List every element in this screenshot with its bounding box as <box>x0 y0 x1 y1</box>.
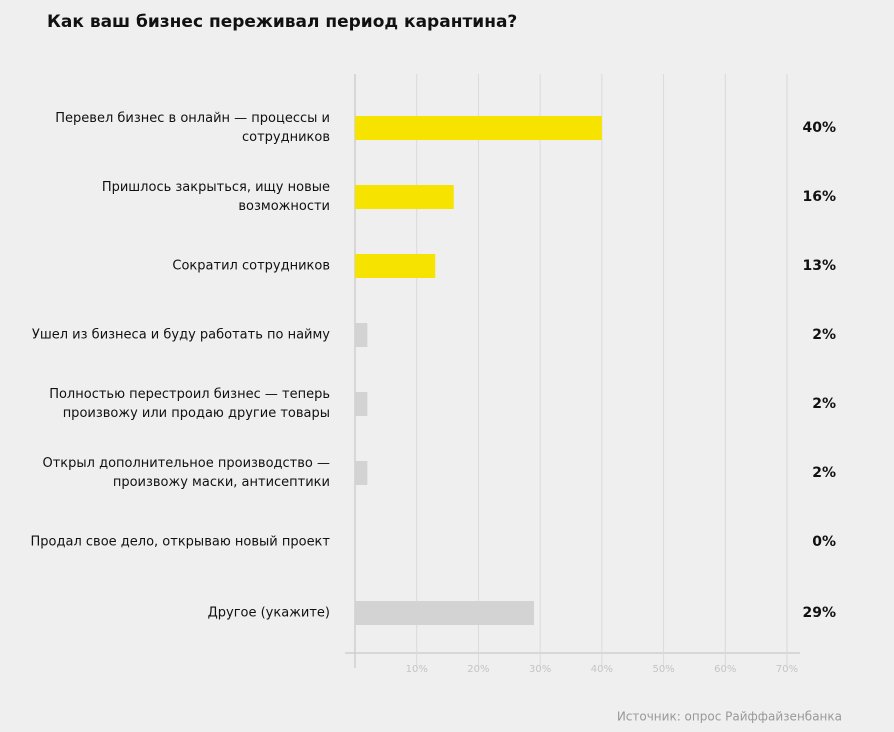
x-tick-label: 10% <box>406 664 428 675</box>
x-tick-label: 30% <box>529 664 551 675</box>
x-tick-label: 40% <box>591 664 613 675</box>
category-label: Полностью перестроил бизнес — теперь про… <box>49 387 330 421</box>
category-label: Другое (укажите) <box>207 605 330 621</box>
bar <box>355 461 368 485</box>
source: Источник: опрос Райффайзенбанка <box>617 710 842 724</box>
bar <box>355 116 602 140</box>
value-label: 0% <box>812 534 836 550</box>
category-label: Пришлось закрыться, ищу новые возможност… <box>101 180 330 214</box>
value-label: 16% <box>802 189 836 205</box>
value-label: 40% <box>802 120 836 136</box>
bar <box>355 185 454 209</box>
category-label: Сократил сотрудников <box>172 258 330 274</box>
category-label: Ушел из бизнеса и буду работать по найму <box>31 327 330 343</box>
x-tick-label: 50% <box>652 664 674 675</box>
category-label: Открыл дополнительное производство — про… <box>42 456 330 490</box>
value-label: 2% <box>812 327 836 343</box>
value-label: 2% <box>812 465 836 481</box>
bar <box>355 323 368 347</box>
value-label: 13% <box>802 258 836 274</box>
category-label: Перевел бизнес в онлайн — процессы и сот… <box>55 111 330 145</box>
x-tick-label: 20% <box>467 664 489 675</box>
bar <box>355 392 368 416</box>
x-tick-label: 60% <box>714 664 736 675</box>
x-tick-label: 70% <box>776 664 798 675</box>
value-label: 2% <box>812 396 836 412</box>
category-label: Продал свое дело, открываю новый проект <box>30 534 330 550</box>
bar <box>355 601 534 625</box>
chart-title: Как ваш бизнес переживал период карантин… <box>47 12 517 32</box>
bar <box>355 254 436 278</box>
value-label: 29% <box>802 605 836 621</box>
